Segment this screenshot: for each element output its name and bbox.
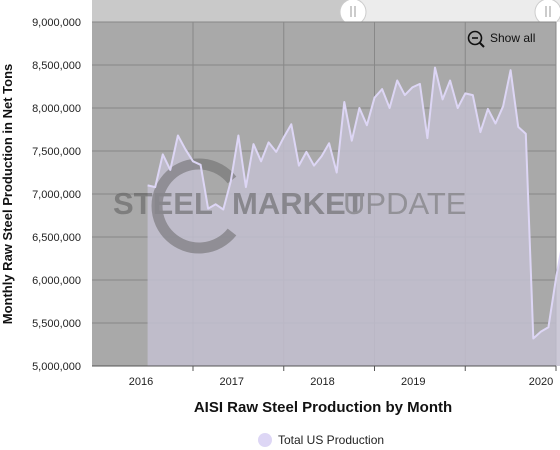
watermark-text-market: MARKET [232, 186, 365, 221]
series-area [147, 67, 560, 366]
x-axis-ticks: 2016 2017 2018 2019 2020 [92, 365, 557, 388]
y-tick-label: 5,000,000 [32, 361, 81, 373]
y-tick-label: 7,500,000 [32, 146, 81, 158]
navigator-handle-left[interactable] [339, 0, 367, 26]
y-tick-label: 7,000,000 [32, 189, 81, 201]
x-axis-title: AISI Raw Steel Production by Month [194, 399, 452, 416]
x-tick-label: 2020 [529, 376, 553, 388]
navigator-mask [92, 0, 352, 22]
series-line-total-us-production[interactable] [147, 66, 560, 340]
y-axis-title: Monthly Raw Steel Production in Net Tons [0, 64, 15, 325]
x-tick-label: 2017 [220, 376, 244, 388]
y-tick-label: 6,000,000 [32, 275, 81, 287]
show-all-button[interactable]: Show all [467, 30, 536, 48]
navigator-handle-right[interactable] [534, 0, 560, 26]
watermark-logo: STEEL MARKET UPDATE [113, 158, 466, 254]
x-tick-label: 2018 [310, 376, 334, 388]
watermark-text-update: UPDATE [343, 186, 466, 221]
y-tick-label: 8,000,000 [32, 103, 81, 115]
legend-label: Total US Production [278, 433, 384, 447]
legend-item[interactable]: Total US Production [258, 433, 384, 447]
y-tick-label: 9,000,000 [32, 17, 81, 29]
watermark-text-steel: STEEL [113, 186, 213, 221]
series-line-group [147, 66, 560, 340]
zoom-out-icon [467, 30, 485, 48]
legend-marker [258, 433, 272, 447]
y-tick-label: 8,500,000 [32, 60, 81, 72]
x-tick-label: 2019 [401, 376, 425, 388]
y-axis-ticks: 9,000,000 8,500,000 8,000,000 7,500,000 7,00… [32, 17, 81, 373]
show-all-label: Show all [490, 31, 535, 45]
series-area-total-us-production [147, 67, 560, 366]
x-tick-label: 2016 [129, 376, 153, 388]
y-tick-label: 5,500,000 [32, 318, 81, 330]
y-tick-label: 6,500,000 [32, 232, 81, 244]
